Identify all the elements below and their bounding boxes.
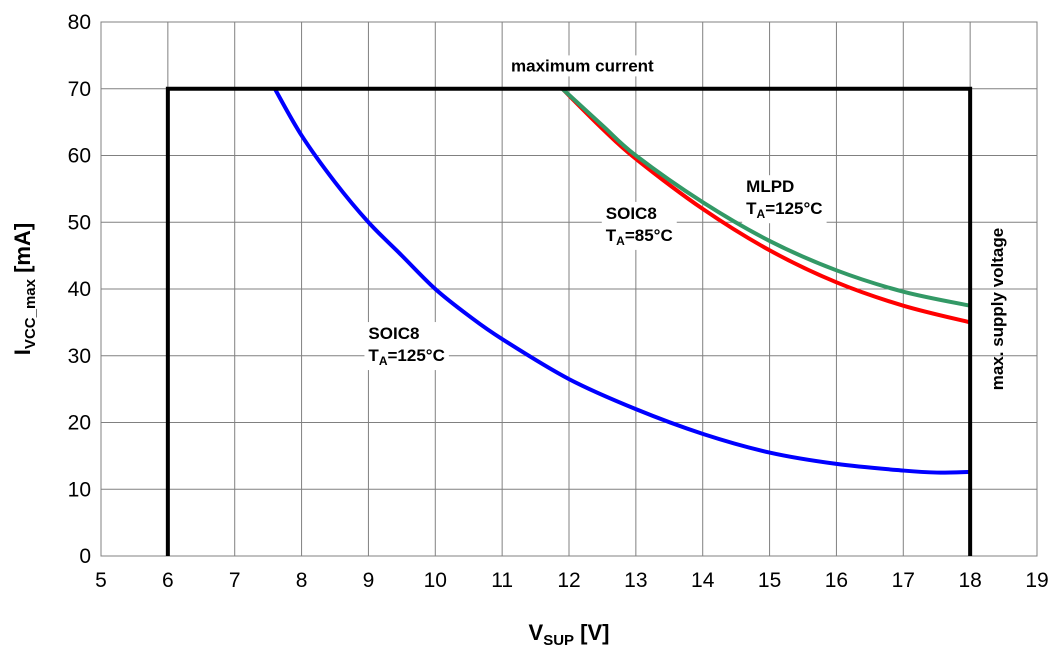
x-tick-label: 19: [1025, 569, 1048, 592]
x-tick-label: 6: [162, 569, 174, 592]
annotation-background: [364, 322, 449, 371]
y-tick-label: 70: [68, 78, 91, 101]
annotation-maximum-current: maximum current: [511, 56, 654, 75]
x-tick-label: 18: [958, 569, 981, 592]
annotation-soic8-85c-line2: TA=85°C: [606, 226, 673, 248]
y-tick-label: 30: [68, 345, 91, 368]
annotation-max-supply-voltage: max. supply voltage: [988, 228, 1007, 391]
x-tick-label: 7: [229, 569, 241, 592]
annotation-background: [507, 55, 659, 77]
x-tick-label: 16: [825, 569, 848, 592]
annotation-soic8-85c-line1: SOIC8: [606, 204, 657, 223]
x-tick-label: 15: [758, 569, 781, 592]
annotation-background: [601, 201, 677, 250]
annotation-soic8-125c: SOIC8 TA=125°C: [364, 322, 449, 371]
annotation-mlpd-125c: MLPD TA=125°C: [742, 175, 827, 224]
y-tick-label: 80: [68, 11, 91, 34]
y-tick-label: 0: [79, 545, 91, 568]
x-tick-label: 13: [624, 569, 647, 592]
series-line-green: [560, 87, 971, 308]
y-tick-label: 50: [68, 211, 91, 234]
y-tick-labels: 0 10 20 30 40 50 60 70 80: [68, 11, 91, 568]
x-tick-label: 10: [424, 569, 447, 592]
annotation-soic8-125c-line1: SOIC8: [368, 324, 419, 343]
series-line-red: [560, 87, 971, 325]
x-tick-label: 17: [892, 569, 915, 592]
y-tick-label: 40: [68, 278, 91, 301]
annotation-soic8-125c-line2: TA=125°C: [368, 346, 444, 368]
x-tick-label: 5: [95, 569, 107, 592]
annotation-background: [742, 175, 827, 224]
x-axis-title: VSUP [V]: [529, 620, 610, 646]
y-tick-label: 20: [68, 412, 91, 435]
x-tick-label: 11: [491, 569, 513, 592]
annotation-soic8-85c: SOIC8 TA=85°C: [601, 201, 677, 250]
y-axis-title: IVCC_max [mA]: [10, 223, 39, 355]
x-tick-label: 9: [363, 569, 375, 592]
y-tick-label: 60: [68, 145, 91, 168]
x-tick-label: 12: [557, 569, 580, 592]
annotation-mlpd-125c-line2: TA=125°C: [746, 199, 822, 221]
annotation-mlpd-125c-line1: MLPD: [746, 177, 794, 196]
y-tick-label: 10: [68, 478, 91, 501]
x-tick-label: 14: [691, 569, 715, 592]
series-line-blue: [273, 87, 971, 475]
x-tick-labels: 5 6 7 8 9 10 11 12 13 14 15 16 17 18 19: [95, 569, 1049, 592]
x-tick-label: 8: [296, 569, 308, 592]
boundary-line: [165, 86, 973, 556]
series-group: [165, 86, 973, 556]
plot-border: [100, 21, 1038, 557]
